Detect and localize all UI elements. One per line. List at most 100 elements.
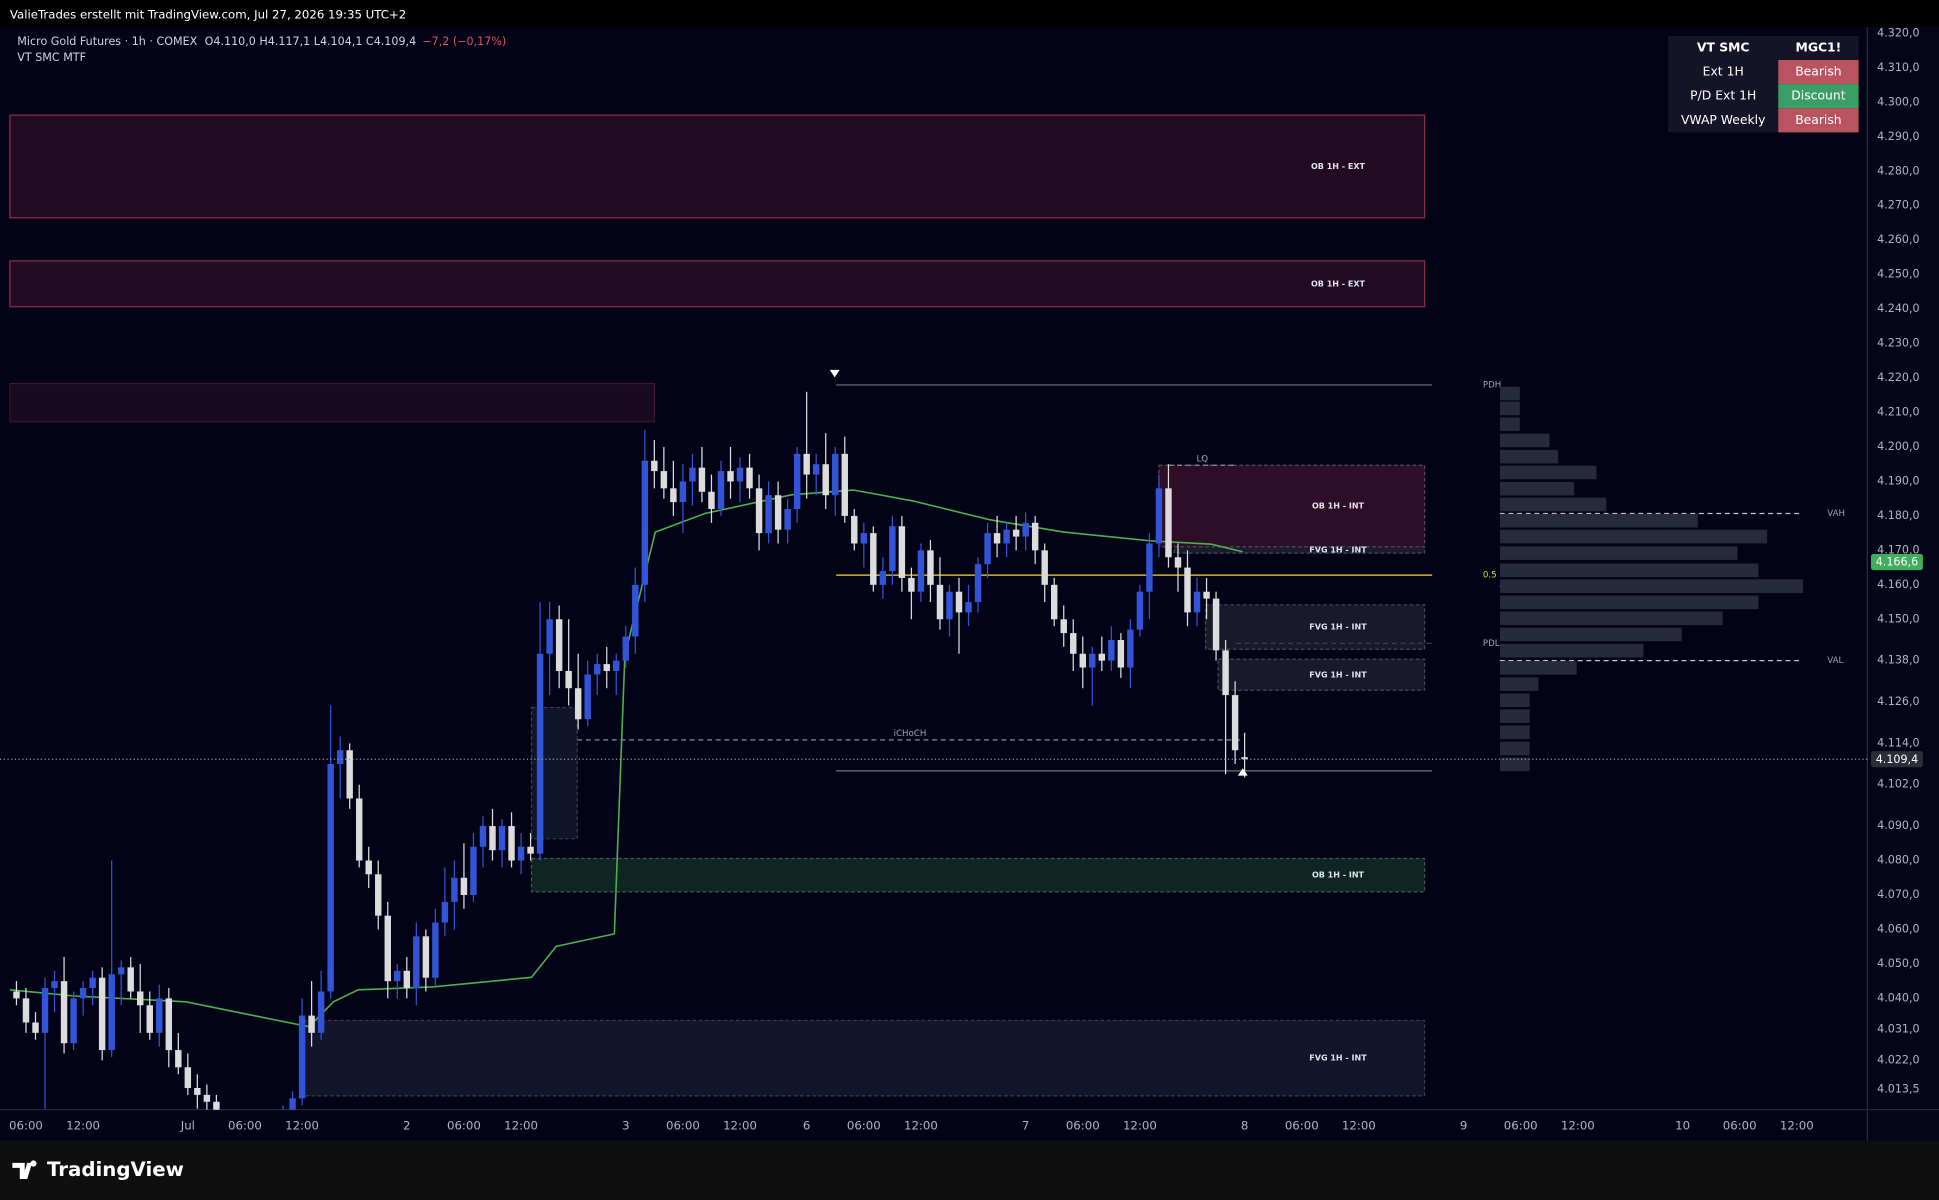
candle-body [1089, 653, 1096, 668]
y-tick-label: 4.230,0 [1877, 337, 1919, 350]
candle-body [1070, 633, 1077, 654]
candle-body [213, 1101, 220, 1110]
candle-body [698, 467, 706, 492]
x-tick-label: 06:00 [1504, 1118, 1538, 1132]
candle-body [774, 495, 782, 530]
candle-body [32, 1022, 39, 1033]
candle-body [422, 936, 430, 978]
y-tick-label: 4.310,0 [1877, 61, 1919, 74]
candle-body [527, 846, 534, 854]
x-tick-label: 06:00 [847, 1118, 881, 1132]
attribution: ValieTrades erstellt mit TradingView.com… [10, 7, 406, 21]
y-tick-label: 4.040,0 [1877, 991, 1919, 1004]
candle-body [1212, 598, 1220, 651]
zone [9, 114, 1426, 219]
x-tick-label: 2 [403, 1118, 410, 1132]
candle-body [555, 619, 563, 671]
table-cell [1668, 60, 1779, 85]
logo [12, 1160, 37, 1179]
level-label: VAH [1827, 509, 1845, 519]
candle-body [622, 636, 629, 661]
candle-body [1041, 550, 1048, 585]
candle-body [451, 877, 458, 902]
x-tick-label: 06:00 [666, 1118, 700, 1132]
candle-body [1241, 757, 1248, 760]
profile-bar [1500, 401, 1520, 416]
candle-body [1155, 488, 1163, 544]
candle-body [498, 826, 506, 851]
x-tick-label: 12:00 [1123, 1118, 1157, 1132]
candle-body [736, 467, 744, 482]
profile-bar [1500, 627, 1682, 642]
candle-body [889, 526, 896, 572]
candle-body [298, 1015, 306, 1099]
ohlc: O4.110,0 H4.117,1 L4.104,1 C4.109,4 [205, 35, 417, 48]
table-cell [1668, 84, 1779, 109]
x-tick-label: 12:00 [1342, 1118, 1376, 1132]
table-label: VWAP Weekly [1681, 113, 1765, 127]
y-tick-label: 4.200,0 [1877, 440, 1919, 453]
candle-body [660, 471, 668, 489]
zone [302, 1019, 1426, 1097]
zone-label: FVG 1H - INT [1309, 1054, 1367, 1063]
profile-bar [1500, 497, 1607, 512]
x-tick-label: 9 [1460, 1118, 1467, 1132]
candle-body [1184, 567, 1191, 613]
table-cell [1778, 108, 1859, 133]
profile-bar [1500, 643, 1644, 658]
candle-body [1165, 488, 1172, 558]
candle-body [927, 550, 934, 585]
profile-bar [1500, 465, 1597, 480]
candle-body [203, 1094, 211, 1102]
level-label: 0.5 [1483, 571, 1497, 581]
y-tick-label: 4.260,0 [1877, 233, 1919, 246]
candle-body [517, 846, 525, 861]
profile-bar [1500, 579, 1803, 594]
y-tick-label: 4.060,0 [1877, 922, 1919, 935]
y-tick-label: 4.300,0 [1877, 95, 1919, 108]
candle-body [1022, 522, 1029, 537]
candle-body [22, 998, 30, 1023]
candle-body [965, 602, 972, 613]
x-tick-label: 10 [1675, 1118, 1690, 1132]
y-tick-label: 4.070,0 [1877, 888, 1919, 901]
profile-bar [1500, 725, 1530, 740]
x-tick-label: 12:00 [723, 1118, 757, 1132]
candle-body [1003, 529, 1010, 544]
y-tick-label: 4.280,0 [1877, 164, 1919, 177]
brand: TradingView [47, 1158, 184, 1181]
y-tick-label: 4.138,0 [1877, 654, 1919, 667]
candle-body [508, 826, 515, 861]
table-cell [1778, 60, 1859, 85]
y-tick-label: 4.190,0 [1877, 474, 1919, 487]
candle-body [1127, 629, 1134, 668]
table-value: Discount [1791, 89, 1845, 103]
candle-body [13, 991, 20, 999]
candle-body [1012, 529, 1020, 537]
profile-bar [1500, 693, 1530, 708]
candle-body [1146, 543, 1153, 592]
candle-body [432, 922, 439, 978]
table-header-cell [1778, 35, 1859, 60]
table-header: MGC1! [1796, 40, 1842, 54]
candle-body [89, 977, 96, 989]
profile-bar [1500, 481, 1575, 496]
candle-body [51, 981, 58, 989]
y-tick-label: 4.080,0 [1877, 854, 1919, 867]
candle-body [1136, 591, 1144, 630]
table-cell [1778, 84, 1859, 109]
marker [1237, 768, 1248, 776]
profile-bar [1500, 757, 1530, 772]
candle-body [1050, 584, 1058, 620]
profile-bar [1500, 595, 1759, 610]
candle-body [1193, 591, 1201, 613]
profile-bar [1500, 611, 1723, 626]
candle-body [765, 495, 772, 534]
candle-body [1060, 619, 1067, 634]
symbol: Micro Gold Futures · 1h · COMEX [17, 35, 197, 48]
zone-label: FVG 1H - INT [1309, 623, 1367, 632]
y-tick-label: 4.031,0 [1877, 1022, 1919, 1035]
candle-body [1031, 522, 1039, 551]
x-tick-label: 06:00 [1066, 1118, 1100, 1132]
